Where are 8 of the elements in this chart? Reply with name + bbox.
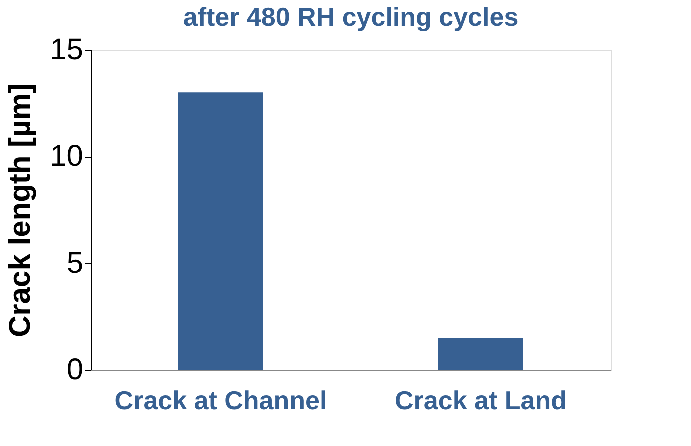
y-axis-title: Crack length [µm] — [4, 84, 38, 338]
x-tick-label: Crack at Channel — [114, 386, 328, 416]
x-tick-label: Crack at Land — [395, 386, 567, 416]
y-tick-label: 10 — [50, 140, 84, 174]
y-tick-label: 15 — [50, 34, 84, 66]
y-tick-label: 0 — [66, 354, 84, 386]
y-tick-label: 5 — [66, 246, 84, 280]
chart-title: after 480 RH cycling cycles — [183, 2, 519, 32]
